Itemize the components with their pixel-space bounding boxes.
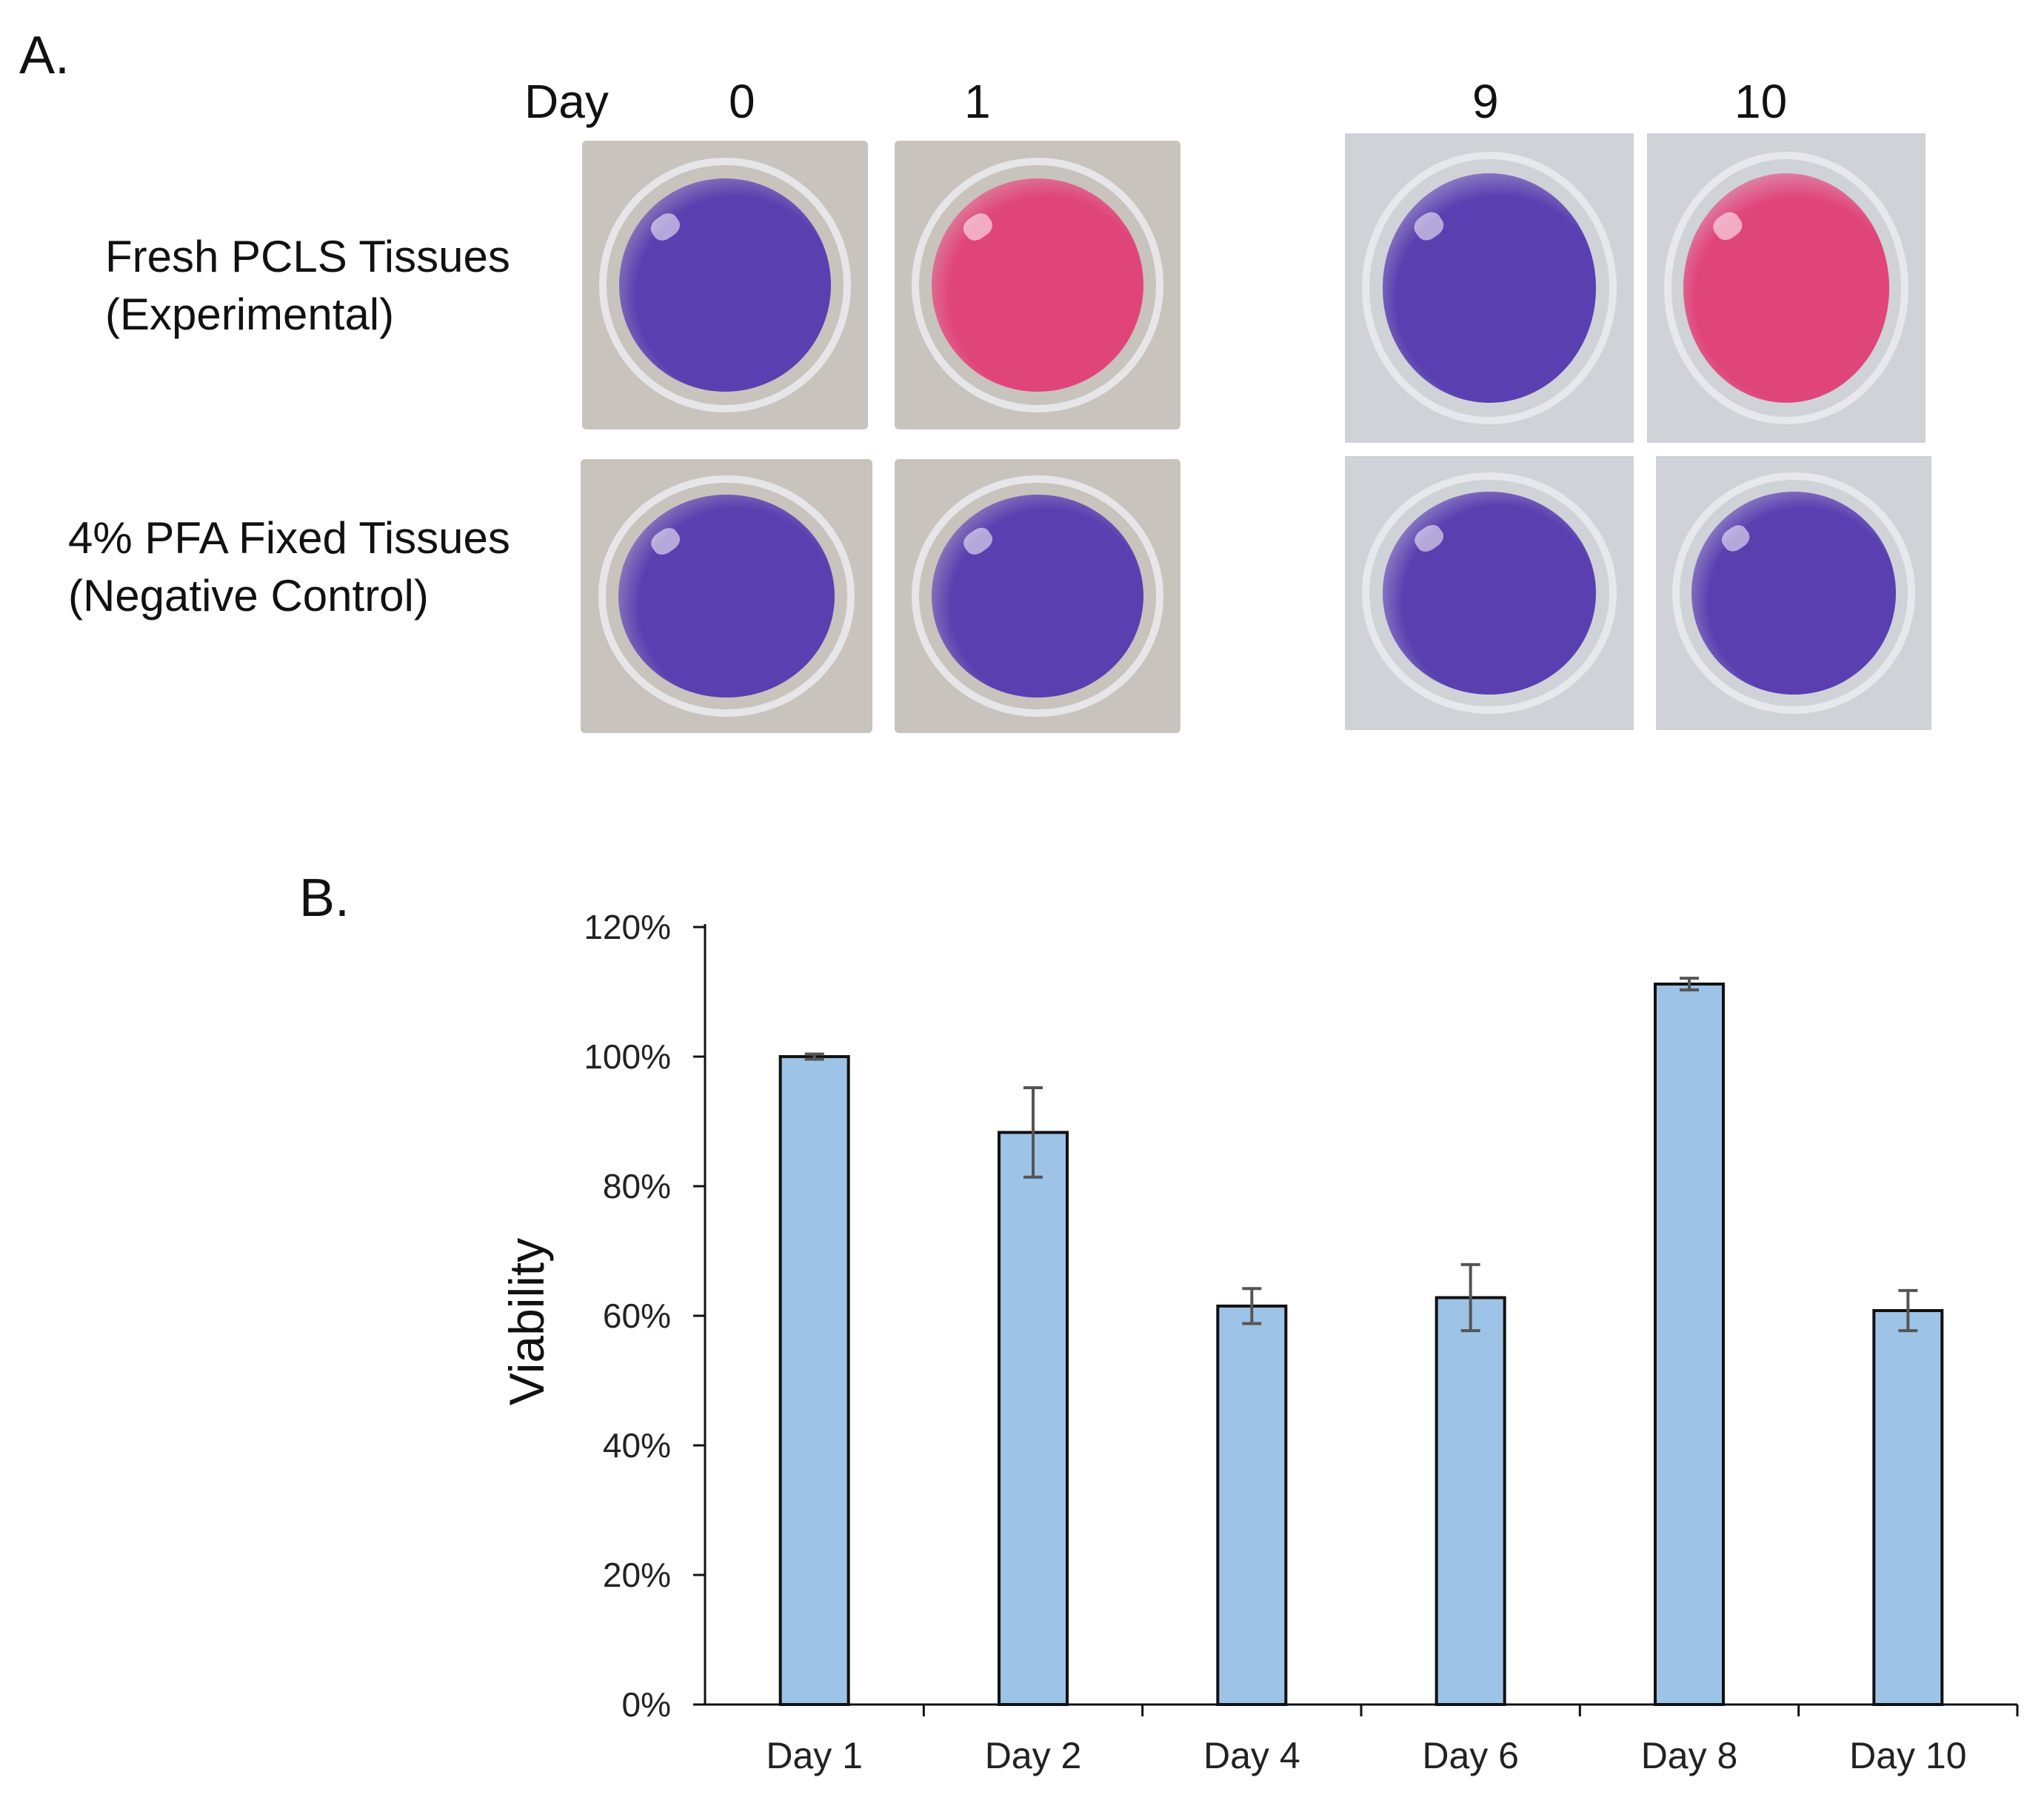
x-tick-label: Day 8: [1641, 1735, 1738, 1776]
x-tick-label: Day 1: [766, 1735, 863, 1776]
day-label-1: 1: [964, 75, 991, 128]
well-photo-control-day9: [1345, 456, 1634, 730]
row-label-experimental-line1: Fresh PCLS Tissues: [105, 232, 510, 281]
well-photo-experimental-day0: [582, 141, 868, 429]
well-photo-control-day1: [895, 459, 1180, 733]
bar: [778, 1055, 850, 1706]
bar: [998, 1131, 1069, 1706]
well-photo-experimental-day9: [1345, 133, 1634, 443]
y-tick-label: 60%: [603, 1297, 671, 1335]
bar: [1654, 983, 1725, 1706]
day-label-10: 10: [1734, 75, 1788, 128]
row-label-experimental-line2: (Experimental): [105, 290, 395, 339]
x-tick-label: Day 10: [1849, 1735, 1966, 1776]
panel-a-label: A.: [19, 26, 70, 85]
well-photo-control-day10: [1656, 456, 1931, 730]
row-label-control-line1: 4% PFA Fixed Tissues: [68, 513, 510, 563]
day-label-0: 0: [729, 75, 755, 128]
well-photo-experimental-day1: [895, 141, 1180, 429]
y-tick-label: 40%: [603, 1426, 671, 1465]
y-tick-label: 120%: [584, 908, 671, 946]
bar: [1216, 1304, 1288, 1706]
well-photo-experimental-day10: [1647, 133, 1926, 443]
bar: [1872, 1309, 1944, 1706]
row-label-experimental: Fresh PCLS Tissues (Experimental): [105, 228, 510, 344]
y-tick-label: 80%: [603, 1167, 671, 1205]
row-label-negative-control: 4% PFA Fixed Tissues (Negative Control): [68, 509, 510, 625]
row-label-control-line2: (Negative Control): [68, 571, 429, 620]
well-photo-control-day0: [581, 459, 872, 733]
day-header: Day: [524, 75, 609, 128]
day-label-9: 9: [1472, 75, 1499, 128]
y-tick-label: 20%: [603, 1556, 671, 1594]
bar: [1435, 1296, 1506, 1706]
x-tick-label: Day 6: [1422, 1735, 1519, 1776]
x-tick-label: Day 4: [1203, 1735, 1300, 1776]
y-tick-label: 0%: [622, 1685, 671, 1724]
y-tick-label: 100%: [584, 1037, 671, 1076]
x-tick-label: Day 2: [985, 1735, 1082, 1776]
y-axis-title: Viability: [499, 1238, 554, 1405]
panel-b-label: B.: [299, 869, 350, 928]
